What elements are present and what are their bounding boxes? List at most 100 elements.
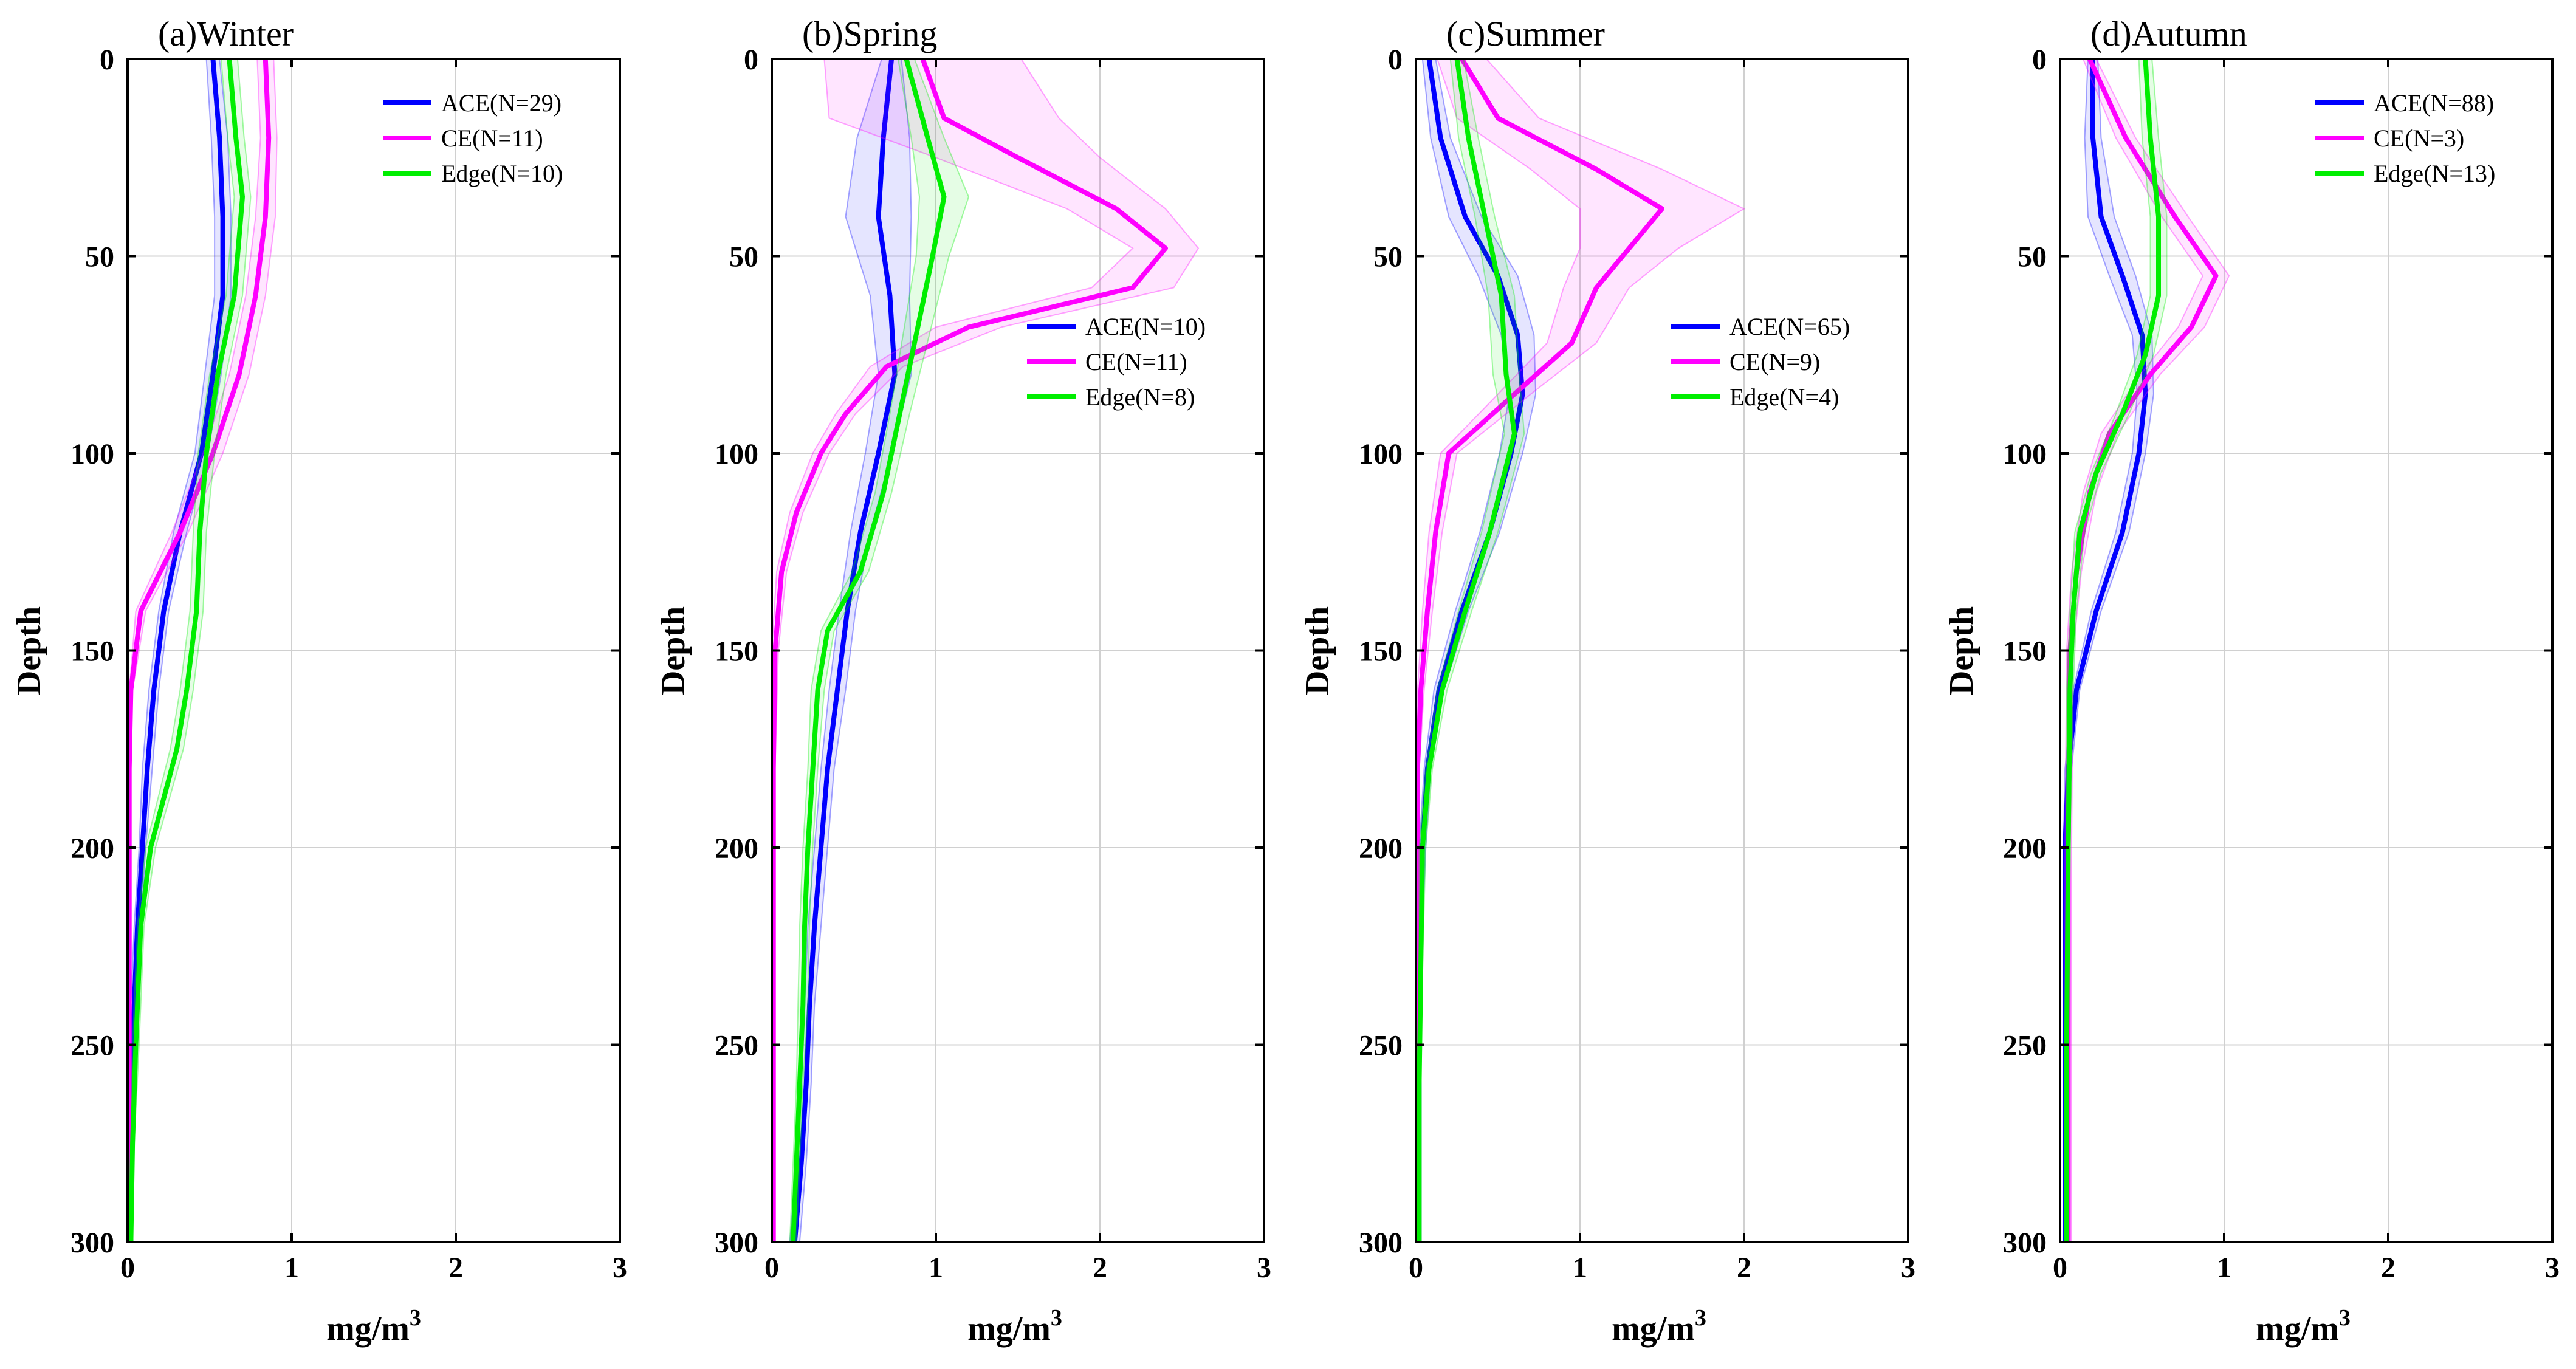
- edge-profile-line: [791, 59, 947, 1242]
- legend-label-ce: CE(N=11): [441, 125, 543, 152]
- edge-profile-line: [1417, 59, 1517, 1242]
- x-tick-label: 0: [120, 1252, 135, 1284]
- legend-label-edge: Edge(N=13): [2374, 160, 2495, 187]
- y-tick-label: 200: [1359, 832, 1403, 865]
- x-axis-label-unit: mg/m: [1612, 1310, 1695, 1348]
- y-tick-label: 150: [1359, 636, 1403, 668]
- legend-label-ace: ACE(N=29): [441, 89, 562, 117]
- x-tick-label: 1: [284, 1252, 299, 1284]
- x-axis-label: mg/m3: [2256, 1305, 2351, 1348]
- x-tick-label: 2: [1093, 1252, 1107, 1284]
- x-tick-label: 3: [1901, 1252, 1915, 1284]
- y-tick-label: 100: [2003, 438, 2047, 470]
- y-tick-label: 50: [85, 241, 114, 273]
- panel-autumn: (d)Autumn Depth mg/m3 0 1 2 305010015020025…: [1943, 14, 2560, 1348]
- legend-label-ace: ACE(N=10): [1085, 313, 1206, 340]
- legend: ACE(N=88) CE(N=3) Edge(N=13): [2315, 89, 2495, 187]
- panel-summer: (c)Summer Depth mg/m3 0 1 2 305010015020025…: [1299, 14, 1915, 1348]
- x-axis-label: mg/m3: [326, 1305, 421, 1348]
- x-tick-label: 3: [2545, 1252, 2560, 1284]
- y-axis-label: Depth: [10, 606, 48, 695]
- y-tick-label: 300: [715, 1227, 758, 1259]
- legend: ACE(N=29) CE(N=11) Edge(N=10): [383, 89, 563, 187]
- x-axis-label-unit: mg/m: [967, 1310, 1051, 1348]
- x-axis-label: mg/m3: [967, 1305, 1062, 1348]
- x-tick-label: 2: [448, 1252, 463, 1284]
- y-tick-label: 50: [1373, 241, 1403, 273]
- y-tick-label: 50: [2018, 241, 2047, 273]
- y-axis-label: Depth: [1943, 606, 1980, 695]
- y-tick-label: 150: [2003, 636, 2047, 668]
- panel-title: (c)Summer: [1446, 14, 1605, 53]
- y-tick-label: 300: [70, 1227, 114, 1259]
- panel-winter: (a)Winter Depth mg/m3 0 1 2 305010015020025…: [10, 14, 627, 1348]
- y-tick-label: 200: [715, 832, 758, 865]
- y-tick-label: 100: [715, 438, 758, 470]
- legend-label-edge: Edge(N=8): [1085, 383, 1195, 411]
- legend-label-ce: CE(N=11): [1085, 348, 1187, 376]
- x-tick-label: 0: [764, 1252, 779, 1284]
- legend: ACE(N=10) CE(N=11) Edge(N=8): [1027, 313, 1206, 411]
- edge-std-band: [1417, 59, 1525, 1242]
- y-tick-label: 250: [1359, 1030, 1403, 1062]
- legend-label-ce: CE(N=9): [1729, 348, 1820, 376]
- y-tick-label: 250: [70, 1030, 114, 1062]
- y-tick-label: 150: [715, 636, 758, 668]
- x-axis-label-superscript: 3: [1051, 1305, 1062, 1331]
- series-layer: [2063, 59, 2230, 1242]
- y-tick-label: 200: [2003, 832, 2047, 865]
- x-tick-label: 1: [1573, 1252, 1587, 1284]
- x-axis-label: mg/m3: [1612, 1305, 1706, 1348]
- panel-spring: (b)Spring Depth mg/m3 0 1 2 305010015020025…: [654, 14, 1271, 1348]
- ace-profile-line: [792, 59, 898, 1242]
- y-tick-label: 100: [1359, 438, 1403, 470]
- y-tick-label: 300: [1359, 1227, 1403, 1259]
- x-axis-label-unit: mg/m: [2256, 1310, 2339, 1348]
- series-layer: [772, 59, 1200, 1242]
- x-axis-label-superscript: 3: [2339, 1305, 2351, 1331]
- x-tick-label: 0: [2053, 1252, 2067, 1284]
- ce-std-band: [1416, 59, 1746, 1242]
- legend-label-edge: Edge(N=4): [1729, 383, 1839, 411]
- x-tick-label: 2: [2381, 1252, 2396, 1284]
- legend-label-ace: ACE(N=88): [2374, 89, 2494, 117]
- y-tick-label: 300: [2003, 1227, 2047, 1259]
- edge-profile-line: [128, 59, 245, 1242]
- x-tick-label: 3: [1257, 1252, 1271, 1284]
- x-tick-label: 1: [2217, 1252, 2231, 1284]
- legend-label-ce: CE(N=3): [2374, 125, 2464, 152]
- x-tick-label: 1: [929, 1252, 943, 1284]
- ce-std-band: [772, 59, 1200, 1242]
- x-axis-label-unit: mg/m: [326, 1310, 410, 1348]
- edge-std-band: [2064, 59, 2168, 1242]
- y-tick-label: 100: [70, 438, 114, 470]
- legend-label-ace: ACE(N=65): [1729, 313, 1850, 340]
- y-tick-label: 0: [2032, 44, 2047, 76]
- ce-std-band: [128, 59, 278, 1242]
- x-axis-label-superscript: 3: [1695, 1305, 1706, 1331]
- y-tick-label: 0: [744, 44, 758, 76]
- ce-std-band: [2064, 59, 2230, 1242]
- y-axis-label: Depth: [654, 606, 692, 695]
- ce-profile-line: [772, 59, 1168, 1242]
- y-tick-label: 50: [729, 241, 758, 273]
- x-tick-label: 2: [1737, 1252, 1751, 1284]
- x-tick-label: 3: [613, 1252, 627, 1284]
- y-axis-label: Depth: [1299, 606, 1336, 695]
- panel-title: (d)Autumn: [2090, 14, 2247, 53]
- y-tick-label: 250: [2003, 1030, 2047, 1062]
- edge-std-band: [789, 59, 970, 1242]
- legend-label-edge: Edge(N=10): [441, 160, 563, 187]
- y-tick-label: 0: [100, 44, 114, 76]
- y-tick-label: 0: [1388, 44, 1403, 76]
- series-layer: [1416, 59, 1746, 1242]
- y-tick-label: 200: [70, 832, 114, 865]
- x-axis-label-superscript: 3: [410, 1305, 421, 1331]
- x-tick-label: 0: [1409, 1252, 1423, 1284]
- y-tick-label: 150: [70, 636, 114, 668]
- ace-profile-line: [2063, 59, 2148, 1242]
- legend: ACE(N=65) CE(N=9) Edge(N=4): [1671, 313, 1850, 411]
- y-tick-label: 250: [715, 1030, 758, 1062]
- panel-title: (b)Spring: [802, 14, 937, 53]
